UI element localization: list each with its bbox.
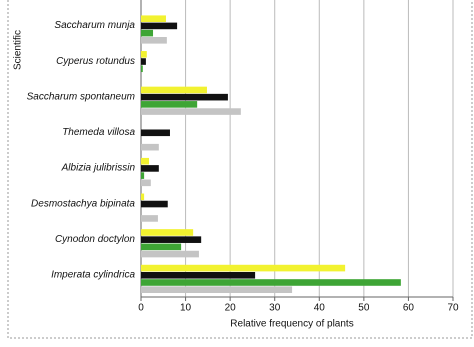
x-tick-label: 50 [358, 303, 370, 314]
y-tick-label: Saccharum munja [54, 20, 135, 31]
bar [141, 101, 198, 108]
bar [141, 29, 154, 37]
x-tick-label: 20 [225, 303, 237, 314]
bar [141, 165, 159, 172]
bar [141, 65, 143, 73]
x-tick-label: 0 [138, 303, 144, 314]
bar [141, 51, 147, 58]
bar [141, 129, 170, 137]
bar [141, 172, 145, 179]
x-tick-label: 70 [447, 303, 459, 314]
bar [141, 200, 168, 208]
bar [141, 37, 167, 44]
y-tick-label: Cynodon doctylon [55, 234, 135, 245]
bar [141, 157, 150, 165]
x-axis-label: Relative frequency of plants [230, 319, 353, 330]
frame [7, 0, 473, 339]
bar [141, 86, 207, 94]
bar [141, 229, 194, 236]
bar [141, 243, 182, 251]
bar [141, 250, 199, 258]
bar [141, 215, 158, 222]
y-tick-label: Desmostachya bipinata [31, 198, 135, 209]
bar [141, 58, 146, 65]
bar [141, 143, 159, 151]
x-tick-label: 30 [269, 303, 281, 314]
bar [141, 279, 401, 286]
y-tick-label: Cyperus rotundus [56, 56, 135, 67]
y-tick-label: Albizia julibrissin [61, 163, 136, 174]
bar [141, 264, 346, 272]
bar [141, 271, 256, 279]
bar [141, 179, 151, 187]
bar [141, 286, 293, 293]
y-tick-label: Saccharum spontaneum [27, 91, 135, 102]
x-tick-label: 10 [180, 303, 192, 314]
x-tick-label: 40 [314, 303, 326, 314]
bar [141, 193, 145, 201]
x-tick-label: 60 [403, 303, 415, 314]
bar [141, 108, 241, 115]
bar [141, 93, 228, 101]
y-axis-label: Scientific [13, 30, 24, 70]
bar [141, 236, 202, 243]
y-tick-label: Themeda villosa [62, 127, 135, 138]
bar [141, 22, 178, 30]
bar [141, 15, 166, 23]
y-tick-label: Imperata cylindrica [51, 270, 135, 281]
